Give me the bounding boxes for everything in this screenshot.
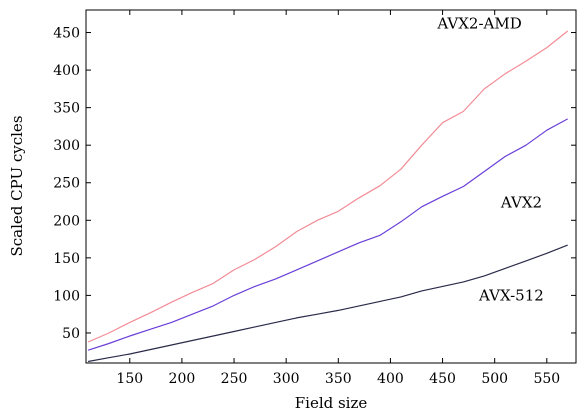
x-tick-label: 200 xyxy=(169,371,196,387)
x-tick-label: 150 xyxy=(116,371,143,387)
series-label: AVX2-AMD xyxy=(436,15,521,33)
series-line-avx-512 xyxy=(87,244,568,363)
y-tick-label: 150 xyxy=(53,251,80,267)
y-tick-label: 200 xyxy=(53,213,80,229)
x-tick-label: 250 xyxy=(221,371,248,387)
y-tick-label: 450 xyxy=(53,26,80,42)
series-labels: AVX2-AMD AVX2 AVX-512 xyxy=(436,15,543,305)
series-layer xyxy=(87,30,569,363)
y-tick-label: 250 xyxy=(53,176,80,192)
x-tick-label: 350 xyxy=(325,371,352,387)
y-tick-label: 300 xyxy=(53,138,80,154)
series-label: AVX2 xyxy=(500,193,542,211)
x-axis-title: Field size xyxy=(295,394,368,412)
y-tick-label: 50 xyxy=(62,326,80,342)
series-line-avx2 xyxy=(87,118,568,351)
y-tick-label: 400 xyxy=(53,63,80,79)
y-tick-label: 100 xyxy=(53,288,80,304)
x-tick-label: 400 xyxy=(377,371,404,387)
x-tick-label: 550 xyxy=(533,371,560,387)
series-label: AVX-512 xyxy=(478,286,544,304)
x-tick-label: 450 xyxy=(429,371,456,387)
series-line-avx2-amd xyxy=(87,30,569,343)
x-tick-label: 300 xyxy=(273,371,300,387)
y-tick-label: 350 xyxy=(53,101,80,117)
ticks-layer: 150 200 250 300 350 400 450 500 550 50 100 150 200 25… xyxy=(53,10,576,387)
x-tick-label: 500 xyxy=(481,371,508,387)
y-axis-title: Scaled CPU cycles xyxy=(8,115,26,256)
plot-frame xyxy=(85,9,577,364)
